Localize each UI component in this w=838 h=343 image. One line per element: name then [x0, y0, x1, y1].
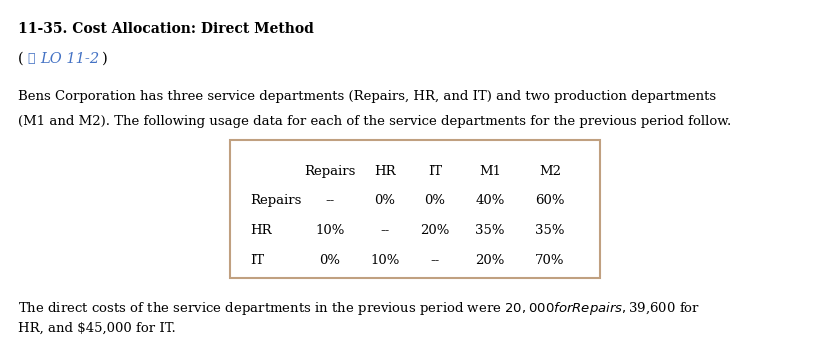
Text: 0%: 0% [319, 254, 340, 267]
Text: --: -- [431, 254, 440, 267]
Text: 35%: 35% [535, 224, 565, 237]
FancyBboxPatch shape [230, 140, 600, 278]
Text: 70%: 70% [535, 254, 565, 267]
Text: HR: HR [375, 165, 396, 178]
Text: ): ) [102, 52, 108, 66]
Text: M1: M1 [479, 165, 501, 178]
Text: 0%: 0% [375, 194, 396, 207]
Text: IT: IT [250, 254, 264, 267]
Text: (M1 and M2). The following usage data for each of the service departments for th: (M1 and M2). The following usage data fo… [18, 115, 732, 128]
Text: 10%: 10% [370, 254, 400, 267]
Text: 60%: 60% [535, 194, 565, 207]
Text: 11-35. Cost Allocation: Direct Method: 11-35. Cost Allocation: Direct Method [18, 22, 314, 36]
Text: IT: IT [428, 165, 442, 178]
Text: Repairs: Repairs [304, 165, 355, 178]
Text: (: ( [18, 52, 23, 66]
Text: 20%: 20% [421, 224, 450, 237]
Text: --: -- [325, 194, 334, 207]
Text: 35%: 35% [475, 224, 504, 237]
Text: 20%: 20% [475, 254, 504, 267]
Text: 0%: 0% [425, 194, 446, 207]
Text: --: -- [380, 224, 390, 237]
Text: M2: M2 [539, 165, 561, 178]
Text: 40%: 40% [475, 194, 504, 207]
Text: Bens Corporation has three service departments (Repairs, HR, and IT) and two pro: Bens Corporation has three service depar… [18, 90, 716, 103]
Text: HR, and $45,000 for IT.: HR, and $45,000 for IT. [18, 322, 176, 335]
Text: 10%: 10% [315, 224, 344, 237]
Text: The direct costs of the service departments in the previous period were $20,000 : The direct costs of the service departme… [18, 300, 701, 317]
Text: HR: HR [250, 224, 272, 237]
Text: LO 11-2: LO 11-2 [40, 52, 99, 66]
Text: ⎘: ⎘ [27, 52, 34, 65]
Text: Repairs: Repairs [250, 194, 302, 207]
